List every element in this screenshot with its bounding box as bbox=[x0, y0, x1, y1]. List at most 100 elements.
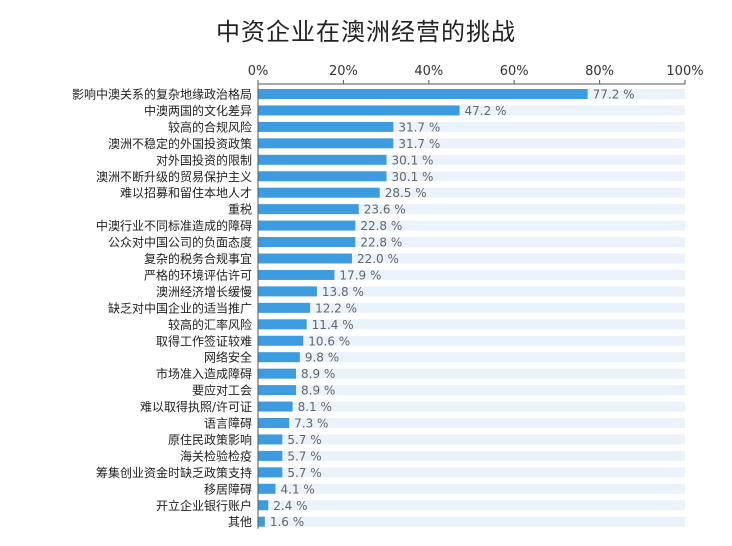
bar-track bbox=[258, 269, 685, 280]
value-label: 8.1 % bbox=[298, 400, 332, 414]
value-label: 12.2 % bbox=[315, 301, 357, 315]
value-label: 17.9 % bbox=[339, 268, 381, 282]
value-label: 31.7 % bbox=[398, 120, 440, 134]
category-label: 较高的合规风险 bbox=[168, 119, 252, 134]
bar-track bbox=[258, 237, 685, 248]
category-label: 缺乏对中国企业的适当推广 bbox=[108, 300, 252, 315]
bar-track bbox=[258, 253, 685, 264]
category-label: 开立企业银行账户 bbox=[156, 498, 252, 513]
bar-track bbox=[258, 434, 685, 445]
value-label: 4.1 % bbox=[281, 482, 315, 496]
bar bbox=[258, 483, 276, 494]
bar-track bbox=[258, 154, 685, 165]
bar bbox=[258, 467, 283, 478]
bar bbox=[258, 352, 300, 363]
category-label: 影响中澳关系的复杂地缘政治格局 bbox=[72, 87, 252, 102]
x-tick-label: 60% bbox=[500, 64, 529, 79]
value-label: 47.2 % bbox=[465, 104, 507, 118]
bar-track bbox=[258, 352, 685, 363]
category-label: 澳洲不稳定的外国投资政策 bbox=[108, 136, 252, 151]
value-label: 8.9 % bbox=[301, 367, 335, 381]
value-label: 28.5 % bbox=[385, 186, 427, 200]
category-label: 要应对工会 bbox=[192, 383, 252, 398]
bar-track bbox=[258, 204, 685, 215]
bar bbox=[258, 204, 359, 215]
x-tick-label: 20% bbox=[329, 64, 358, 79]
category-label: 海关检验检疫 bbox=[180, 448, 252, 463]
value-label: 5.7 % bbox=[287, 466, 321, 480]
category-label: 筹集创业资金时缺乏政策支持 bbox=[96, 465, 252, 480]
bar-track bbox=[258, 418, 685, 428]
value-label: 11.4 % bbox=[312, 318, 354, 332]
bar bbox=[258, 121, 394, 132]
category-label: 澳洲经济增长缓慢 bbox=[156, 284, 252, 299]
value-label: 8.9 % bbox=[301, 384, 335, 398]
bar bbox=[258, 368, 297, 379]
bar bbox=[258, 335, 304, 346]
bar bbox=[258, 138, 394, 149]
bar bbox=[258, 319, 307, 330]
value-label: 22.0 % bbox=[357, 252, 399, 266]
bar-track bbox=[258, 483, 685, 494]
category-label: 语言障碍 bbox=[204, 416, 252, 431]
value-label: 23.6 % bbox=[364, 203, 406, 217]
bar bbox=[258, 516, 265, 527]
x-tick-label: 80% bbox=[585, 64, 614, 79]
x-tick-label: 40% bbox=[414, 64, 443, 79]
bar-track bbox=[258, 220, 685, 231]
category-label: 中澳行业不同标准造成的障碍 bbox=[96, 218, 252, 233]
bar-track bbox=[258, 500, 685, 511]
category-label: 对外国投资的限制 bbox=[156, 152, 252, 167]
category-label: 取得工作签证较难 bbox=[156, 333, 252, 348]
bar bbox=[258, 500, 269, 511]
bar-track bbox=[258, 187, 685, 198]
category-label: 原住民政策影响 bbox=[168, 432, 252, 447]
category-label: 复杂的税务合规事宜 bbox=[144, 251, 252, 266]
category-label: 严格的环境评估许可 bbox=[144, 267, 252, 282]
bar bbox=[258, 171, 387, 182]
value-label: 2.4 % bbox=[273, 499, 307, 513]
x-tick-label: 0% bbox=[248, 64, 269, 79]
category-label: 澳洲不断升级的贸易保护主义 bbox=[96, 169, 252, 184]
bar bbox=[258, 187, 380, 198]
value-label: 7.3 % bbox=[294, 417, 328, 431]
category-label: 市场准入造成障碍 bbox=[156, 366, 252, 381]
bar bbox=[258, 450, 283, 461]
bar bbox=[258, 253, 352, 264]
bar-track bbox=[258, 467, 685, 478]
bar-track bbox=[258, 171, 685, 182]
bar bbox=[258, 105, 460, 116]
bar-track bbox=[258, 335, 685, 346]
bar bbox=[258, 385, 297, 396]
value-label: 1.6 % bbox=[270, 515, 304, 529]
bar bbox=[258, 269, 335, 280]
value-label: 22.8 % bbox=[360, 219, 402, 233]
category-label: 移居障碍 bbox=[204, 481, 252, 496]
category-label: 难以招募和留住本地人才 bbox=[120, 186, 252, 200]
category-label: 重税 bbox=[228, 203, 252, 217]
category-label: 中澳两国的文化差异 bbox=[144, 103, 252, 118]
value-label: 31.7 % bbox=[398, 137, 440, 151]
bar-track bbox=[258, 105, 685, 116]
bar bbox=[258, 220, 356, 231]
bar bbox=[258, 302, 311, 313]
category-label: 难以取得执照/许可证 bbox=[140, 399, 252, 414]
bar-track bbox=[258, 368, 685, 379]
bar-track bbox=[258, 286, 685, 297]
x-tick-label: 100% bbox=[666, 64, 703, 79]
chart-title: 中资企业在澳洲经营的挑战 bbox=[216, 18, 516, 46]
bar-track bbox=[258, 138, 685, 149]
value-label: 5.7 % bbox=[287, 449, 321, 463]
bar bbox=[258, 434, 283, 445]
category-label: 其他 bbox=[228, 515, 252, 529]
bar-track bbox=[258, 450, 685, 461]
bar bbox=[258, 237, 356, 248]
bar-track bbox=[258, 302, 685, 313]
value-label: 77.2 % bbox=[593, 88, 635, 102]
value-label: 5.7 % bbox=[287, 433, 321, 447]
value-label: 9.8 % bbox=[305, 351, 339, 365]
bar-track bbox=[258, 385, 685, 396]
bar bbox=[258, 89, 588, 99]
value-label: 10.6 % bbox=[308, 334, 350, 348]
